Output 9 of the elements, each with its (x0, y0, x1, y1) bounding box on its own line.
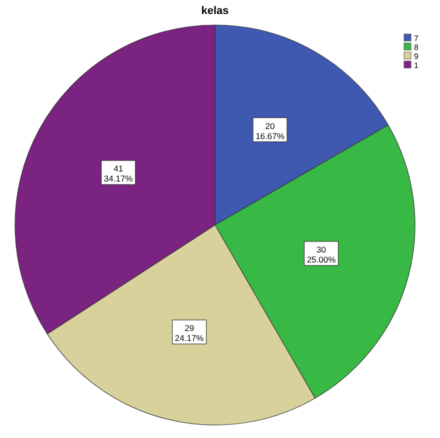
data-label: 41 34.17% (104, 164, 134, 184)
legend-label: 8 (414, 43, 419, 52)
legend-label: 9 (414, 52, 419, 61)
data-label: 29 24.17% (174, 322, 204, 343)
legend-label: 7 (414, 34, 419, 43)
legend-label: 1 (414, 61, 419, 70)
chart-title: kelas (201, 5, 229, 17)
data-label: 30 25.00% (306, 244, 336, 264)
data-label: 20 16.67% (256, 120, 285, 141)
